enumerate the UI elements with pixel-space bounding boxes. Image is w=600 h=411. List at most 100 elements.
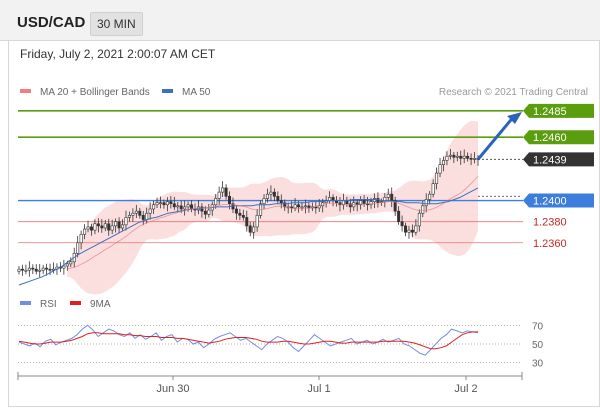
- candle-body: [272, 191, 276, 197]
- candle-body: [234, 208, 238, 214]
- moving-averages: [18, 112, 522, 286]
- candle-body: [155, 202, 159, 206]
- rsi-legend-swatch: [70, 301, 81, 305]
- candle-body: [162, 202, 166, 206]
- symbol-title: USD/CAD: [17, 14, 86, 31]
- candle-body: [424, 199, 428, 207]
- forecast-arrow-shaft: [476, 114, 517, 161]
- candle-body: [89, 226, 93, 231]
- candle-body: [228, 196, 232, 205]
- candle-body: [300, 206, 304, 209]
- level-tag-1.2485: [523, 103, 594, 118]
- legend-label: MA 20 + Bollinger Bands: [40, 87, 150, 98]
- candle-body: [83, 228, 87, 235]
- candle-body: [165, 201, 169, 206]
- ma20-line: [67, 176, 479, 270]
- candle-body: [86, 226, 90, 230]
- candle-body: [397, 210, 401, 222]
- candle-body: [169, 201, 173, 205]
- candle-body: [24, 269, 28, 272]
- candle-body: [76, 242, 80, 254]
- candle-body: [276, 196, 280, 201]
- candle-body: [348, 203, 352, 208]
- candle-body: [221, 187, 225, 193]
- candle-body: [127, 215, 131, 218]
- candle-body: [117, 221, 121, 229]
- candle-body: [428, 193, 432, 200]
- candle-body: [114, 221, 118, 227]
- candle-body: [269, 191, 273, 195]
- candle-body: [362, 200, 366, 205]
- candle-body: [107, 223, 111, 231]
- candle-body: [145, 212, 149, 220]
- candle-body: [390, 193, 394, 201]
- level-label-1.2380: 1.2380: [533, 217, 567, 229]
- candle-body: [41, 267, 45, 271]
- rsi-tick-50: 50: [532, 340, 544, 351]
- candle-body: [141, 215, 145, 220]
- candle-body: [459, 155, 463, 159]
- x-tick-label: Jul 2: [454, 383, 477, 395]
- candle-body: [176, 205, 180, 208]
- legend-swatch: [20, 89, 31, 93]
- bollinger-band: [67, 120, 479, 295]
- candle-body: [279, 200, 283, 203]
- candle-body: [462, 155, 466, 159]
- timestamp: Friday, July 2, 2021 2:00:07 AM CET: [20, 47, 216, 61]
- candle-body: [303, 205, 307, 208]
- candle-body: [331, 197, 335, 201]
- candle-body: [34, 268, 38, 272]
- candle-body: [372, 198, 376, 202]
- candle-body: [203, 210, 207, 215]
- candle-body: [217, 191, 221, 199]
- candle-body: [179, 205, 183, 210]
- timeframe-badge[interactable]: 30 MIN: [90, 12, 143, 36]
- level-tag-1.2460: [523, 130, 594, 145]
- candle-body: [262, 198, 266, 205]
- level-label-1.2400: 1.2400: [533, 196, 567, 208]
- x-tick-label: Jul 1: [307, 383, 330, 395]
- candle-body: [31, 267, 35, 270]
- candle-body: [421, 205, 425, 214]
- candle-body: [469, 158, 473, 160]
- candle-body: [138, 210, 142, 216]
- candle-body: [400, 221, 404, 227]
- legend-label: MA 50: [182, 87, 211, 98]
- rsi-legend-label: RSI: [40, 299, 57, 310]
- candle-body: [214, 198, 218, 206]
- candle-body: [466, 155, 470, 159]
- x-tick-label: Jun 30: [156, 383, 189, 395]
- candle-body: [293, 204, 297, 209]
- candle-body: [100, 225, 104, 229]
- candle-body: [265, 193, 269, 199]
- forecast-arrow-head: [507, 112, 522, 124]
- candle-body: [69, 261, 73, 265]
- candle-body: [241, 215, 245, 218]
- candle-body: [452, 154, 456, 158]
- candle-body: [17, 268, 21, 272]
- candle-body: [245, 217, 249, 227]
- candle-body: [183, 206, 187, 210]
- candle-body: [148, 208, 152, 214]
- candles: [17, 148, 480, 277]
- candle-body: [417, 212, 421, 227]
- candle-body: [27, 267, 31, 271]
- candle-body: [134, 210, 138, 214]
- candle-body: [45, 267, 49, 270]
- bollinger-band-area: [67, 120, 479, 295]
- candle-body: [473, 158, 477, 160]
- candle-body: [383, 197, 387, 202]
- candle-body: [79, 234, 83, 244]
- level-label-1.2439: 1.2439: [533, 154, 567, 166]
- candle-body: [445, 155, 449, 161]
- legend-swatch: [162, 89, 173, 93]
- candle-body: [96, 223, 100, 227]
- candle-body: [238, 212, 242, 216]
- candle-body: [62, 265, 66, 269]
- widget-header: USD/CAD 30 MIN: [0, 0, 600, 41]
- candle-body: [393, 200, 397, 212]
- candle-body: [407, 229, 411, 233]
- candle-body: [431, 183, 435, 195]
- candle-body: [200, 206, 204, 212]
